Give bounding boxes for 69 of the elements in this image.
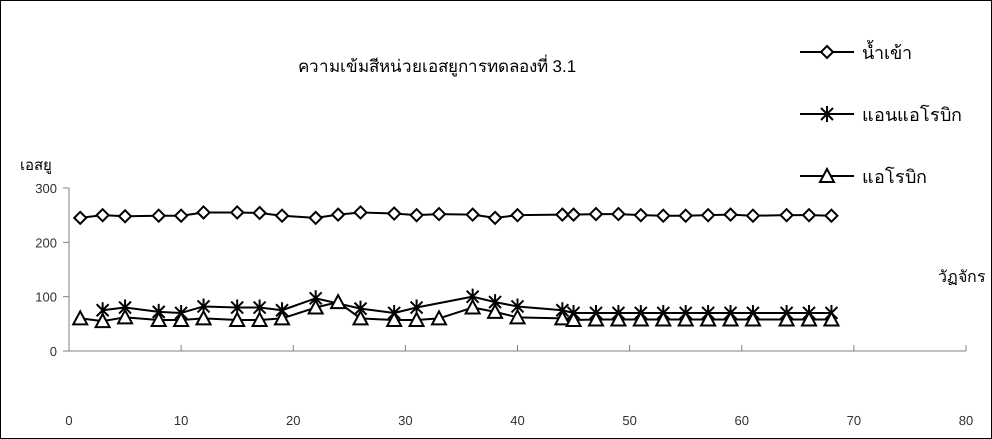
x-tick-label: 40 bbox=[510, 413, 525, 428]
legend-label: แอโรบิก bbox=[862, 166, 927, 187]
x-tick-label: 20 bbox=[286, 413, 300, 428]
point bbox=[678, 208, 693, 223]
point bbox=[464, 300, 481, 315]
x-tick-label: 80 bbox=[958, 413, 974, 428]
point bbox=[432, 207, 446, 222]
point bbox=[410, 208, 424, 222]
point bbox=[510, 297, 524, 316]
point bbox=[229, 312, 246, 328]
point bbox=[196, 205, 211, 220]
point bbox=[252, 206, 267, 220]
point bbox=[330, 294, 346, 310]
point bbox=[408, 312, 425, 328]
point bbox=[72, 310, 88, 326]
point bbox=[96, 208, 110, 222]
point bbox=[487, 304, 504, 319]
point bbox=[354, 205, 368, 220]
point bbox=[352, 310, 369, 326]
y-axis-title: เอสยู bbox=[20, 157, 52, 174]
point bbox=[466, 208, 480, 222]
point bbox=[611, 207, 626, 222]
point bbox=[275, 208, 290, 223]
point bbox=[488, 210, 502, 225]
point bbox=[656, 208, 670, 223]
chart-title: ความเข้มสีหน่วยเอสยูการทดลองที่ 3.1 bbox=[298, 54, 576, 77]
point bbox=[331, 208, 346, 222]
point bbox=[117, 309, 134, 324]
point bbox=[431, 310, 448, 326]
x-axis-title: วัฏจักร bbox=[938, 269, 986, 286]
point bbox=[510, 208, 524, 222]
point bbox=[308, 300, 324, 315]
y-tick-label: 100 bbox=[35, 290, 57, 305]
y-tick-label: 300 bbox=[35, 181, 57, 196]
point bbox=[174, 208, 188, 223]
point bbox=[724, 208, 738, 222]
point bbox=[387, 206, 402, 221]
point bbox=[824, 208, 838, 223]
point bbox=[196, 310, 212, 326]
x-tick-label: 50 bbox=[622, 413, 637, 428]
point bbox=[802, 208, 816, 222]
point bbox=[566, 208, 581, 222]
point bbox=[634, 208, 648, 222]
point bbox=[73, 210, 88, 225]
x-tick-label: 10 bbox=[174, 413, 188, 428]
point bbox=[118, 209, 132, 224]
point bbox=[152, 302, 166, 321]
x-tick-label: 60 bbox=[734, 413, 749, 428]
point bbox=[308, 210, 323, 225]
y-tick-label: 200 bbox=[35, 235, 57, 250]
point bbox=[555, 208, 570, 222]
point bbox=[152, 208, 166, 223]
point bbox=[510, 309, 526, 324]
x-tick-label: 70 bbox=[846, 413, 862, 428]
point bbox=[746, 208, 760, 223]
point bbox=[150, 312, 167, 328]
point bbox=[230, 205, 244, 220]
point bbox=[196, 297, 211, 316]
y-tick-label: 0 bbox=[50, 344, 57, 359]
point bbox=[94, 313, 111, 328]
x-tick-label: 30 bbox=[398, 413, 413, 428]
legend-label: น้ำเข้า bbox=[862, 40, 912, 63]
point bbox=[823, 311, 840, 326]
legend-label: แอนแอโรบิก bbox=[862, 104, 962, 125]
point bbox=[780, 208, 794, 222]
point bbox=[701, 208, 716, 222]
point bbox=[252, 312, 268, 328]
point bbox=[588, 207, 603, 222]
x-tick-label: 0 bbox=[65, 413, 73, 428]
